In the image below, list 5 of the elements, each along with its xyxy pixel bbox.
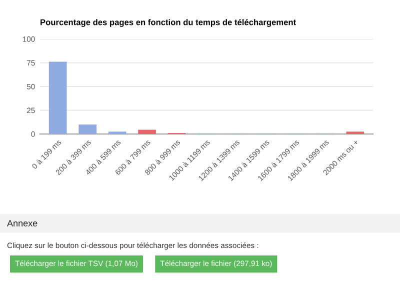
text: Annexe xyxy=(7,220,38,226)
chart-title: Pourcentage des pages en fonction du temps de téléchargement xyxy=(40,19,296,27)
bar xyxy=(138,130,156,134)
bar xyxy=(78,124,96,134)
bar xyxy=(48,62,67,134)
